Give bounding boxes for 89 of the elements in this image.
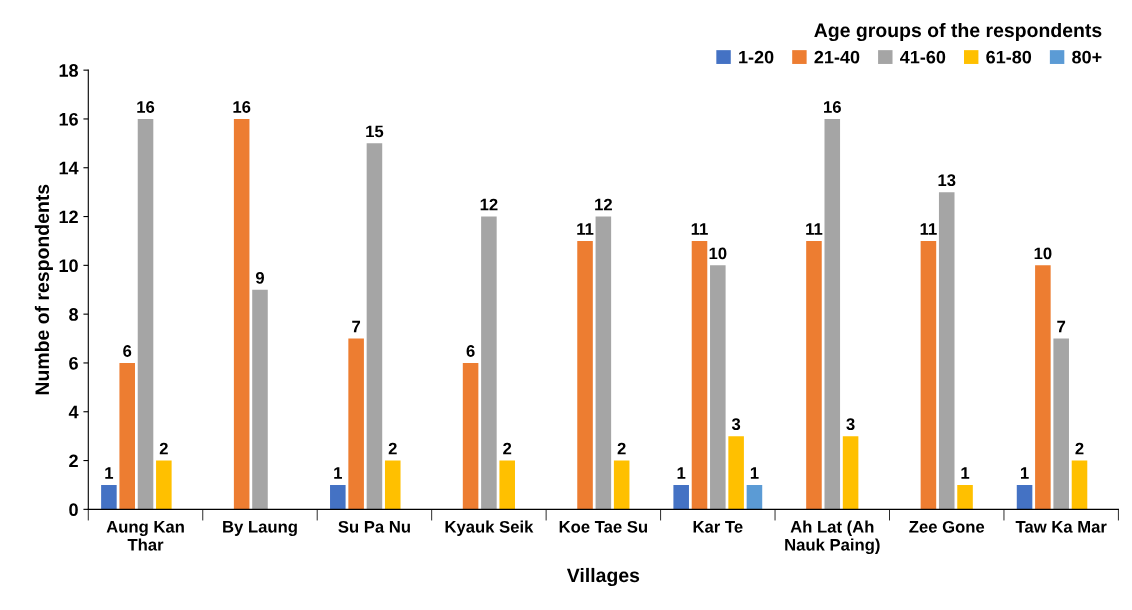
bar: [330, 484, 346, 510]
bar: [595, 216, 612, 510]
bar: [577, 240, 593, 510]
data-label: 3: [846, 418, 855, 431]
bar: [481, 216, 497, 510]
bar: [1016, 484, 1033, 510]
data-label: 2: [388, 442, 397, 455]
data-label: 13: [938, 174, 956, 187]
data-label: 1: [961, 467, 970, 479]
data-label: 11: [806, 223, 823, 235]
bar: [384, 460, 401, 510]
data-label: 16: [824, 101, 841, 113]
y-tick-label: 4: [68, 405, 79, 419]
bar: [824, 118, 841, 510]
data-label: 1: [105, 467, 114, 479]
x-tick-label: Su Pa Nu: [338, 520, 410, 533]
bar: [613, 460, 630, 510]
data-label: 6: [123, 345, 132, 357]
bar: [1071, 460, 1088, 510]
data-label: 2: [617, 442, 626, 455]
data-label: 9: [255, 271, 264, 284]
bar: [746, 484, 763, 510]
x-axis-title: Villages: [566, 567, 640, 587]
data-label: 1: [1020, 467, 1029, 479]
y-axis-title: Numbe of respondents: [34, 184, 53, 395]
data-label: 6: [466, 345, 475, 357]
y-tick-label: 14: [59, 161, 79, 175]
data-label: 11: [920, 223, 937, 235]
x-tick-label: Aung Kan Thar: [106, 521, 184, 551]
y-tick-label: 0: [69, 503, 78, 517]
data-label: 11: [691, 223, 708, 235]
bar: [1053, 338, 1069, 510]
bar: [366, 143, 383, 510]
legend-label: 61-80: [986, 50, 1032, 64]
bar: [710, 265, 726, 510]
bar: [101, 484, 117, 510]
legend-label: 21-40: [814, 50, 860, 64]
data-label: 10: [1034, 247, 1052, 260]
legend-label: 41-60: [900, 50, 946, 64]
data-label: 2: [503, 442, 512, 455]
data-label: 11: [577, 223, 594, 235]
bar: [938, 192, 955, 510]
data-label: 2: [159, 442, 168, 455]
x-tick-label: Taw Ka Mar: [1015, 521, 1107, 533]
data-label: 7: [352, 320, 361, 333]
legend-label: 80+: [1072, 50, 1102, 64]
bar: [462, 362, 479, 510]
data-label: 16: [137, 101, 155, 113]
x-tick-label: Koe Tae Su: [559, 520, 648, 533]
bar: [842, 436, 859, 510]
x-tick-label: Ah Lat (Ah Nauk Paing): [785, 520, 880, 555]
x-tick-label: Zee Gone: [909, 520, 985, 533]
legend-label: 1-20: [739, 50, 774, 64]
bar: [119, 362, 135, 510]
bar: [806, 240, 822, 510]
data-label: 3: [731, 418, 741, 431]
bar: [673, 484, 689, 510]
bar: [137, 118, 154, 510]
y-tick-label: 10: [59, 259, 78, 273]
y-tick-label: 6: [69, 356, 78, 370]
data-label: 2: [1075, 442, 1084, 455]
bar: [920, 240, 937, 510]
data-label: 7: [1057, 320, 1066, 333]
bar: [957, 484, 973, 510]
y-tick-label: 8: [69, 308, 79, 321]
data-label: 1: [677, 467, 686, 479]
y-tick-label: 2: [69, 454, 78, 468]
bar: [348, 338, 364, 510]
bar: [233, 118, 250, 510]
y-tick-label: 16: [59, 112, 78, 126]
x-tick-label: Kyauk Seik: [445, 520, 534, 536]
data-label: 12: [480, 198, 498, 211]
x-tick-label: By Laung: [223, 521, 297, 536]
bar: [691, 240, 708, 510]
bar: [156, 460, 172, 510]
data-label: 12: [595, 198, 612, 211]
data-label: 10: [709, 247, 727, 260]
x-tick-label: Kar Te: [693, 521, 743, 533]
data-label: 15: [366, 125, 384, 138]
data-label: 1: [334, 467, 342, 479]
y-tick-label: 12: [59, 210, 78, 224]
data-label: 16: [233, 101, 251, 113]
bar: [728, 436, 744, 510]
data-label: 1: [750, 467, 759, 479]
bar: [499, 460, 515, 510]
y-tick-label: 18: [59, 64, 79, 77]
bar: [252, 289, 268, 510]
bar: [1035, 265, 1051, 510]
legend-title: Age groups of the respondents: [814, 22, 1102, 42]
